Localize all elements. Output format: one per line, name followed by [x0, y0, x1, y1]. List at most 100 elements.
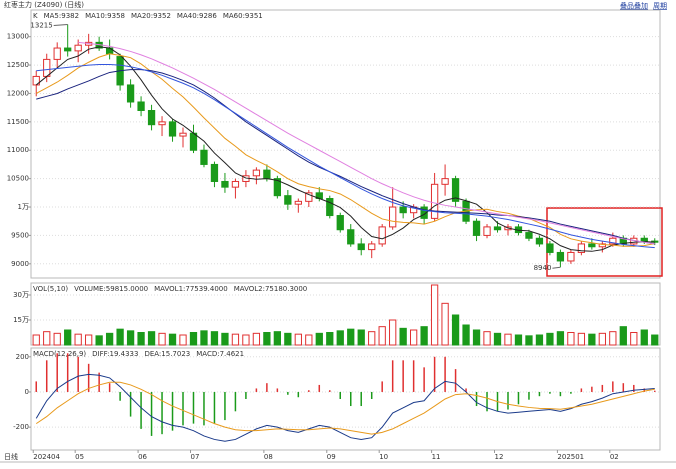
- candle-body: [588, 243, 596, 248]
- ma-line: [35, 373, 655, 442]
- y-tick-label: 0: [25, 388, 29, 396]
- legend-entry: DEA:15.7023: [144, 350, 190, 358]
- x-tick-label: 11: [432, 453, 441, 461]
- volume-bar: [368, 331, 376, 346]
- volume-bar: [577, 332, 586, 346]
- volume-bar: [158, 332, 166, 346]
- candle-body: [200, 149, 208, 165]
- y-tick-label: 200: [16, 353, 29, 361]
- volume-bar: [493, 332, 502, 346]
- x-tick-label: 12: [495, 453, 504, 461]
- volume-bar: [389, 319, 397, 346]
- candle-body: [53, 47, 61, 60]
- ma-line: [36, 64, 655, 249]
- x-tick-label: 202501: [557, 453, 584, 461]
- candle-body: [441, 178, 449, 185]
- y-tick-label: 9000: [11, 260, 29, 268]
- volume-bar: [242, 334, 250, 346]
- candle-body: [420, 206, 428, 219]
- volume-bar: [609, 331, 617, 346]
- volume-bar: [137, 332, 145, 346]
- volume-bar: [378, 326, 386, 346]
- volume-bar: [651, 334, 659, 346]
- candle-body: [158, 121, 166, 126]
- volume-bar: [231, 333, 240, 346]
- page-title: 红枣主力 (Z4090) (日线): [4, 0, 84, 9]
- volume-bar: [53, 332, 61, 346]
- candle-body: [126, 84, 135, 103]
- volume-panel: [30, 282, 661, 346]
- volume-bar: [556, 331, 565, 346]
- volume-bar: [347, 328, 355, 346]
- candle-body: [546, 243, 554, 253]
- volume-bar: [273, 331, 282, 346]
- candle-body: [326, 198, 334, 217]
- legend-entry: MA20:9352: [131, 12, 171, 20]
- ma-line: [36, 69, 655, 245]
- period-link[interactable]: 周期: [653, 2, 667, 10]
- volume-bar: [588, 333, 596, 346]
- volume-bar: [336, 330, 344, 346]
- candle-body: [168, 121, 177, 137]
- volume-bar: [630, 332, 638, 346]
- y-tick-label: 30万: [13, 291, 29, 299]
- macd-panel: [30, 347, 661, 451]
- volume-bar: [85, 334, 93, 346]
- x-tick-label: 09: [327, 453, 336, 461]
- highlight-box: [546, 207, 663, 277]
- volume-bar: [430, 284, 439, 346]
- volume-bar: [514, 334, 523, 346]
- volume-bar: [126, 330, 135, 346]
- volume-bar: [116, 328, 124, 346]
- volume-bar: [399, 327, 407, 346]
- volume-bar: [200, 330, 208, 346]
- candle-body: [609, 237, 617, 245]
- y-tick-label: 9500: [11, 231, 29, 239]
- high-leader: [53, 23, 68, 26]
- candle-body: [137, 101, 145, 111]
- volume-bar: [252, 332, 261, 346]
- volume-bar: [441, 302, 449, 346]
- legend-entry: MAVOL2:75180.3000: [234, 285, 308, 293]
- candle-body: [640, 237, 648, 242]
- x-tick-label: 06: [138, 453, 147, 461]
- volume-bar: [147, 331, 156, 346]
- legend-entry: MA60:9351: [223, 12, 263, 20]
- candle-body: [493, 226, 502, 231]
- x-tick-label: 202404: [33, 453, 60, 461]
- overlay-link[interactable]: 叠品叠加: [620, 1, 648, 10]
- volume-bar: [221, 332, 229, 346]
- candle-body: [472, 220, 481, 236]
- candle-body: [430, 183, 439, 219]
- y-tick-label: 12500: [7, 61, 29, 69]
- volume-bar: [74, 333, 82, 346]
- candle-body: [221, 180, 229, 188]
- candle-body: [210, 163, 219, 182]
- volume-bar: [357, 329, 365, 346]
- volume-bar: [326, 332, 334, 346]
- x-tick-label: 05: [75, 453, 84, 461]
- candle-body: [64, 47, 72, 52]
- volume-bar: [43, 331, 51, 346]
- volume-bar: [451, 314, 460, 346]
- y-tick-label: 11000: [7, 146, 29, 154]
- volume-bar: [284, 332, 292, 346]
- volume-bar: [305, 334, 313, 346]
- y-tick-label: 15万: [13, 316, 29, 324]
- candle-body: [147, 110, 156, 126]
- legend-entry: MA40:9286: [177, 12, 217, 20]
- high-annotation: 13215: [30, 21, 52, 29]
- legend-title: K: [33, 12, 38, 20]
- candle-body: [389, 206, 397, 228]
- low-leader: [552, 266, 561, 269]
- ma-line: [35, 46, 655, 252]
- y-tick-label: 10500: [7, 175, 29, 183]
- candle-body: [598, 243, 606, 248]
- volume-bar: [64, 329, 72, 346]
- candle-body: [189, 132, 198, 151]
- candle-body: [179, 132, 187, 137]
- x-tick-label: 07: [190, 453, 199, 461]
- candle-body: [357, 243, 365, 251]
